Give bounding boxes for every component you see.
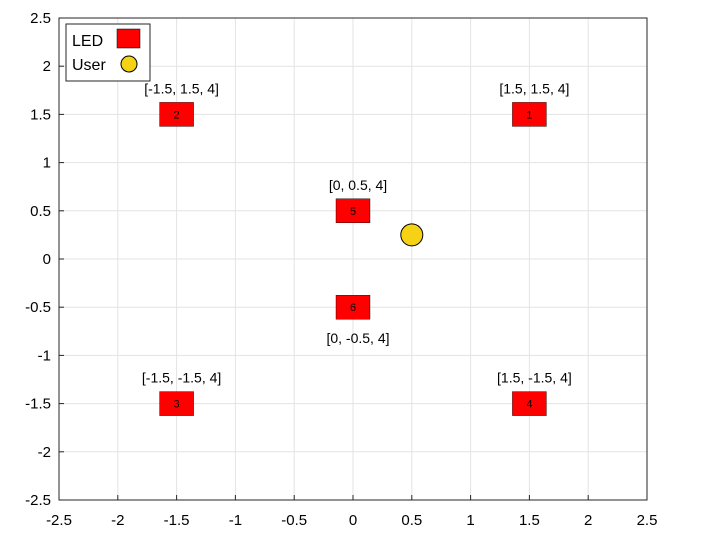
- led-number: 5: [350, 206, 356, 218]
- x-axis: -2.5 -2 -1.5 -1 -0.5 0 0.5 1 1.5 2 2.5: [46, 495, 657, 529]
- user-marker: [400, 223, 424, 247]
- y-tick-label: 1.5: [30, 106, 51, 123]
- led-marker: [159, 102, 194, 127]
- led-coordinate-label: [-1.5, 1.5, 4]: [144, 80, 219, 96]
- x-tick-label: -2.5: [46, 512, 72, 529]
- led-number: 1: [526, 109, 532, 121]
- led-marker: [335, 295, 371, 320]
- led-marker: [159, 391, 194, 416]
- led-coordinate-label: [-1.5, -1.5, 4]: [142, 370, 221, 386]
- led-number: 2: [174, 109, 180, 121]
- x-tick-label: 2.5: [637, 512, 658, 529]
- x-tick-label: 0: [349, 512, 357, 529]
- y-tick-label: 1: [43, 155, 51, 172]
- led-marker: [512, 102, 547, 127]
- y-tick-label: 0.5: [30, 203, 51, 220]
- x-tick-label: 1.5: [519, 512, 540, 529]
- y-tick-label: -2.5: [25, 492, 51, 509]
- legend-user-swatch: [120, 55, 138, 73]
- led-coordinate-label: [0, 0.5, 4]: [329, 177, 387, 193]
- y-tick-label: -1: [38, 347, 51, 364]
- legend: LED User: [65, 23, 151, 82]
- legend-label-user: User: [72, 57, 106, 74]
- x-tick-label: -2: [111, 512, 124, 529]
- y-axis: -2.5 -2 -1.5 -1 -0.5 0 0.5 1 1.5 2 2.5: [25, 10, 64, 509]
- led-marker: [512, 391, 547, 416]
- y-tick-label: 2.5: [30, 10, 51, 27]
- x-tick-label: 0.5: [401, 512, 422, 529]
- x-tick-label: -1: [229, 512, 242, 529]
- x-tick-label: -1.5: [164, 512, 190, 529]
- led-coordinate-label: [1.5, 1.5, 4]: [499, 80, 569, 96]
- y-tick-label: 2: [43, 58, 51, 75]
- x-tick-label: 1: [466, 512, 474, 529]
- led-coordinate-label: [1.5, -1.5, 4]: [497, 370, 572, 386]
- y-tick-label: -2: [38, 444, 51, 461]
- y-tick-label: -1.5: [25, 396, 51, 413]
- legend-label-led: LED: [72, 33, 103, 50]
- data-points: 1 [1.5, 1.5, 4] 2 [-1.5, 1.5, 4] 3 [-1.5, -1.…: [142, 80, 572, 416]
- led-number: 6: [350, 302, 356, 314]
- led-coordinate-label: [0, -0.5, 4]: [326, 330, 389, 346]
- y-tick-label: 0: [43, 251, 51, 268]
- led-number: 3: [174, 399, 180, 411]
- led-number: 4: [526, 399, 532, 411]
- led-marker: [335, 198, 371, 224]
- x-tick-label: -0.5: [281, 512, 307, 529]
- legend-led-swatch: [116, 28, 141, 49]
- x-tick-label: 2: [584, 512, 592, 529]
- y-tick-label: -0.5: [25, 299, 51, 316]
